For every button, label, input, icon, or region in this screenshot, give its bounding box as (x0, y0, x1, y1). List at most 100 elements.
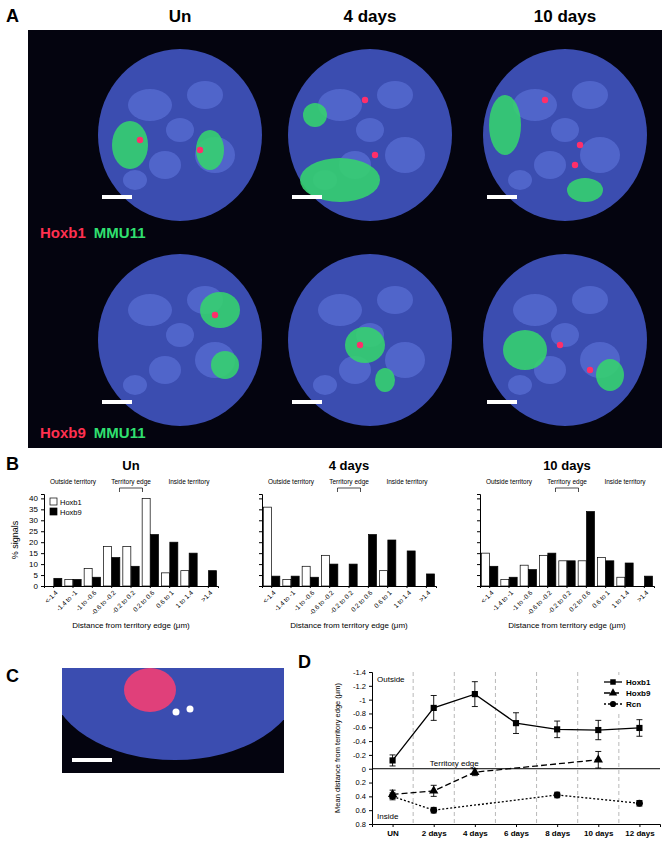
bar (302, 566, 310, 586)
legend-label: Rcn (626, 700, 641, 709)
marker (595, 727, 601, 733)
edge-bracket (119, 488, 142, 492)
axis: 0510152025303540 (29, 494, 44, 591)
bar (625, 563, 633, 586)
probe-signal (187, 706, 194, 713)
tick-mark (477, 520, 480, 521)
bar (427, 574, 435, 586)
annotation: Territory edge (430, 759, 479, 768)
separators (413, 672, 619, 824)
chromatin (123, 170, 147, 190)
tick-mark (477, 542, 480, 543)
tick-label: 1 to 1.4 (174, 589, 195, 610)
tick-mark (369, 727, 372, 728)
chromosome-territory (112, 121, 148, 169)
bar (529, 570, 537, 586)
tick-label: -0.2 to 0.2 (547, 589, 573, 615)
chromatin (356, 118, 384, 142)
chromosome-territory (489, 95, 521, 155)
chromosome-territory (596, 359, 624, 391)
bar (181, 571, 189, 586)
tick-mark (41, 575, 44, 576)
tick-mark (41, 498, 44, 499)
tick (477, 564, 480, 565)
annotation: Territory edge (111, 478, 151, 486)
tick-mark (567, 586, 568, 588)
axis: <-1.4-1.4 to -1-1 to -0.6-0.6 to -0.2-0.… (261, 586, 436, 616)
tick-label: 40 (29, 494, 38, 503)
bar (559, 561, 567, 586)
bar (45, 586, 53, 587)
line-chart: -1.4-1.2-1-0.8-0.6-0.4-0.200.20.40.60.8U… (333, 668, 661, 838)
marker (429, 785, 438, 793)
tick-mark (259, 509, 262, 510)
panel-label: A (6, 6, 19, 26)
tick-mark (598, 824, 599, 827)
tick-label: 5 (34, 571, 39, 580)
tick-label: -0.6 (353, 723, 366, 732)
bar (567, 561, 575, 586)
tick-label: -1.4 (353, 668, 366, 677)
chromatin (313, 375, 337, 395)
bar (349, 564, 357, 586)
chromosome-territory (345, 327, 385, 363)
tick-mark (73, 586, 74, 588)
bar (587, 512, 595, 586)
legend-label: Hoxb9 (60, 508, 82, 517)
tick-mark (426, 586, 427, 588)
bar (509, 577, 517, 586)
tick-mark (310, 586, 311, 588)
probe-signal (357, 342, 363, 348)
chromosome-territory (567, 178, 603, 202)
marker (389, 793, 396, 800)
tick-label: 10 (29, 560, 38, 569)
tick-mark (41, 564, 44, 565)
tick-label: -0.2 to 0.2 (329, 589, 355, 615)
tick-mark (605, 586, 606, 588)
marker (430, 807, 437, 814)
legend-label: Hoxb1 (626, 678, 651, 687)
bar (341, 586, 349, 587)
tick-mark (41, 553, 44, 554)
tick: -0.8 (353, 709, 372, 718)
axis: <-1.4-1.4 to -1-1 to -0.6-0.6 to -0.2-0.… (43, 586, 218, 616)
tick-mark (259, 520, 262, 521)
legend-marker (609, 688, 617, 695)
annotation: Inside territory (604, 478, 646, 486)
tick (259, 575, 262, 576)
tick-label: -1 (359, 696, 366, 705)
probe-signal (542, 97, 548, 103)
annotation: Outside territory (486, 478, 533, 486)
bar (161, 573, 169, 586)
chart-title: Un (122, 458, 139, 473)
tick-mark (271, 586, 272, 588)
tick-mark (547, 586, 548, 588)
tick: 1 to 1.4 (174, 586, 195, 609)
figure: ABCDUn4 days10 daysHoxb1MMU11Hoxb9MMU110… (0, 0, 672, 858)
tick (477, 575, 480, 576)
tick-label: 10 days (584, 829, 614, 838)
tick: 0.6 to 1 (155, 586, 176, 609)
legend-label: Hoxb1 (60, 498, 82, 507)
chromatin (149, 151, 181, 179)
tick-label: <-1.4 (43, 589, 59, 605)
series-line (393, 795, 640, 810)
error-bar (513, 713, 519, 734)
tick (477, 542, 480, 543)
bar (636, 586, 644, 587)
tick-label: 2 days (422, 829, 447, 838)
nucleus (483, 49, 647, 221)
bar (103, 547, 111, 586)
marker (472, 691, 478, 697)
marker (554, 726, 560, 732)
chromatin (551, 323, 579, 347)
chromatin (508, 375, 532, 395)
bar (73, 579, 81, 586)
tick-mark (259, 586, 262, 587)
tick-mark (369, 741, 372, 742)
tick-mark (477, 498, 480, 499)
chromatin (149, 356, 181, 384)
tick-mark (369, 700, 372, 701)
marker (636, 725, 642, 731)
bar (617, 577, 625, 586)
